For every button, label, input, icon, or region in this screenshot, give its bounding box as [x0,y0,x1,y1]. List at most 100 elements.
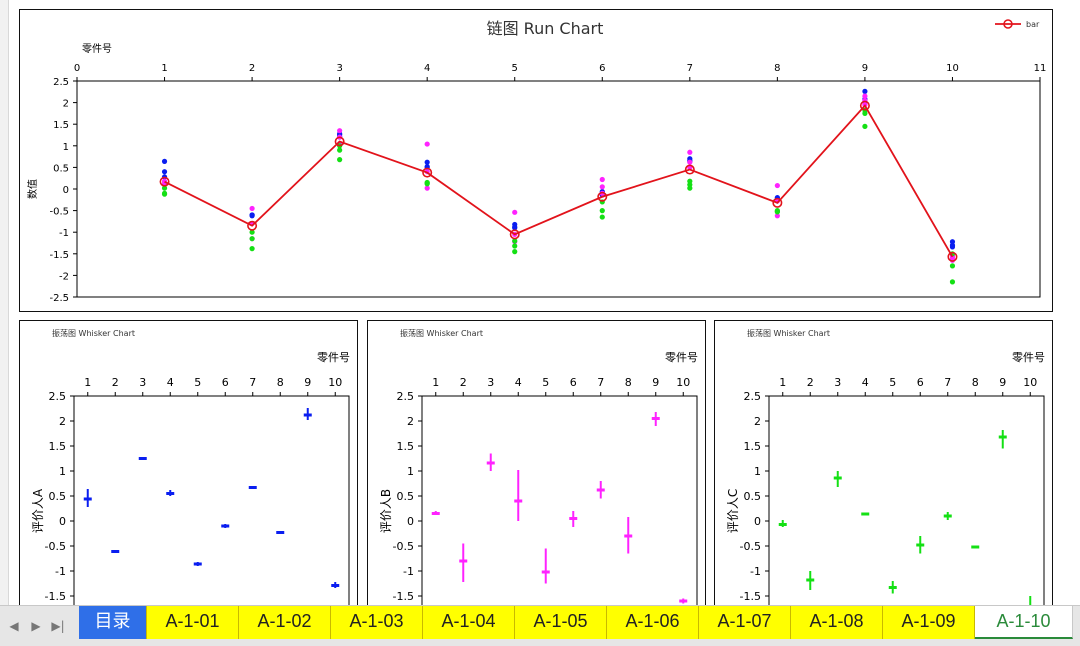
run-point-c [599,214,605,220]
run-series-marker [684,164,695,175]
run-point-b [249,205,255,212]
run-chart[interactable]: 链图 Run Chart 零件号 数值 0 1 2 3 4 5 6 7 8 9 10 11 2.5 2 1.5 1 0… [19,9,1053,312]
run-x-tick-label: 10 [946,63,959,74]
whisker-chart-c[interactable]: 振荡图 Whisker Chart 零件号 评价人C 1 2 3 4 5 6 7 8 9 10 2.5 2 1… [714,320,1053,611]
whisker-x-tick-label: 8 [277,376,284,389]
run-point-a [249,212,255,218]
whisker-y-tick-label: 2.5 [49,390,67,403]
run-y-tick-label: 2.5 [53,77,69,88]
run-point-b [512,209,518,215]
run-y-tick-label: 0 [63,185,69,196]
sheet-tab-index[interactable]: 目录 [79,606,147,639]
sheet-tab-a-1-02[interactable]: A-1-02 [239,606,331,639]
whisker-y-tick-label: 1 [407,465,414,478]
run-point-c [249,229,255,235]
run-point-b [687,149,693,155]
whisker-y-tick-label: 0.5 [397,490,415,503]
run-y-tick-label: -2.5 [49,293,69,304]
run-series-marker [159,176,170,187]
whisker-x-tick-label: 3 [487,376,494,389]
scroll-last-icon[interactable]: ▶| [51,619,65,633]
run-point-c [862,123,868,129]
sheet-tab-bar: ◀ ▶ ▶| 目录 A-1-01 A-1-02 A-1-03 A-1-04 A-1-05 A… [0,605,1080,646]
whisker-chart-b[interactable]: 振荡图 Whisker Chart 零件号 评价人B 1 2 3 4 5 6 7 8 9 10 2.5 2 1… [367,320,706,611]
whisker-y-tick-label: -1 [55,565,66,578]
whisker-x-tick-label: 1 [779,376,786,389]
run-point-c [161,190,168,196]
run-y-tick-label: -0.5 [49,207,69,218]
sheet-nav-buttons: ◀ ▶ ▶| [6,615,74,637]
row-header-gutter [0,0,9,605]
legend-marker [1003,19,1013,29]
run-point-c [512,238,518,244]
run-point-a [862,88,868,94]
run-point-b [599,176,605,183]
whisker-chart-a[interactable]: 振荡图 Whisker Chart 零件号 评价人A 1 2 3 4 5 6 7 8 9 10 2.5 2 1… [19,320,358,611]
run-x-tick-label: 8 [774,63,780,74]
whisker-x-label: 零件号 [1012,351,1045,364]
whisker-x-tick-label: 5 [194,376,201,389]
run-x-tick-label: 6 [599,63,605,74]
run-point-a [161,169,168,175]
scroll-right-icon[interactable]: ▶ [31,619,41,633]
whisker-y-tick-label: -1 [750,565,761,578]
sheet-tab-a-1-09[interactable]: A-1-09 [883,606,975,639]
run-series-marker [597,191,608,202]
whisker-x-tick-label: 4 [862,376,869,389]
whisker-x-tick-label: 6 [222,376,229,389]
run-chart-title: 链图 Run Chart [487,19,604,38]
run-series-marker [422,167,433,178]
whisker-y-tick-label: 0.5 [744,490,762,503]
whisker-x-tick-label: 9 [304,376,311,389]
whisker-y-tick-label: 0 [754,515,761,528]
sheet-tab-a-1-06[interactable]: A-1-06 [607,606,699,639]
run-point-c [337,157,343,163]
whisker-x-tick-label: 9 [999,376,1006,389]
whisker-x-tick-label: 1 [432,376,439,389]
whisker-y-tick-label: 0 [407,515,414,528]
whisker-y-tick-label: 2.5 [744,390,762,403]
run-point-b [424,141,430,147]
whisker-x-label: 零件号 [317,351,350,364]
run-point-c [949,263,956,269]
sheet-tab-a-1-04[interactable]: A-1-04 [423,606,515,639]
run-point-c [949,279,956,285]
whisker-y-tick-label: -0.5 [740,540,761,553]
sheet-tab-a-1-08[interactable]: A-1-08 [791,606,883,639]
sheet-tab-a-1-10[interactable]: A-1-10 [975,606,1073,639]
sheet-tab-a-1-03[interactable]: A-1-03 [331,606,423,639]
whisker-x-tick-label: 2 [112,376,119,389]
whisker-y-tick-label: -0.5 [393,540,414,553]
run-x-tick-label: 0 [74,63,80,74]
sheet-tab-a-1-05[interactable]: A-1-05 [515,606,607,639]
run-y-tick-label: -1 [59,228,69,239]
run-point-c [687,182,693,188]
run-series-marker [509,229,520,240]
run-point-c [161,185,168,191]
sheet-tab-a-1-01[interactable]: A-1-01 [147,606,239,639]
whisker-x-tick-label: 3 [139,376,146,389]
run-point-b [862,93,868,99]
scroll-left-icon[interactable]: ◀ [9,619,19,633]
run-y-tick-label: 1 [63,142,69,153]
whisker-title: 振荡图 Whisker Chart [747,328,830,338]
whisker-x-tick-label: 8 [625,376,632,389]
whisker-title: 振荡图 Whisker Chart [52,328,135,338]
run-point-c [512,249,518,255]
whisker-y-tick-label: 2.5 [397,390,415,403]
whisker-y-tick-label: 1.5 [49,440,67,453]
run-point-b [337,128,343,134]
run-x-tick-label: 3 [336,63,342,74]
run-chart-x-label: 零件号 [82,43,112,55]
run-plot-area [76,80,1041,298]
whisker-x-tick-label: 3 [834,376,841,389]
whisker-x-tick-label: 5 [542,376,549,389]
whisker-x-tick-label: 9 [652,376,659,389]
run-x-tick-label: 5 [512,63,518,74]
whisker-x-tick-label: 2 [807,376,814,389]
run-series-line [164,104,954,258]
whisker-x-tick-label: 7 [944,376,951,389]
sheet-tab-a-1-07[interactable]: A-1-07 [699,606,791,639]
